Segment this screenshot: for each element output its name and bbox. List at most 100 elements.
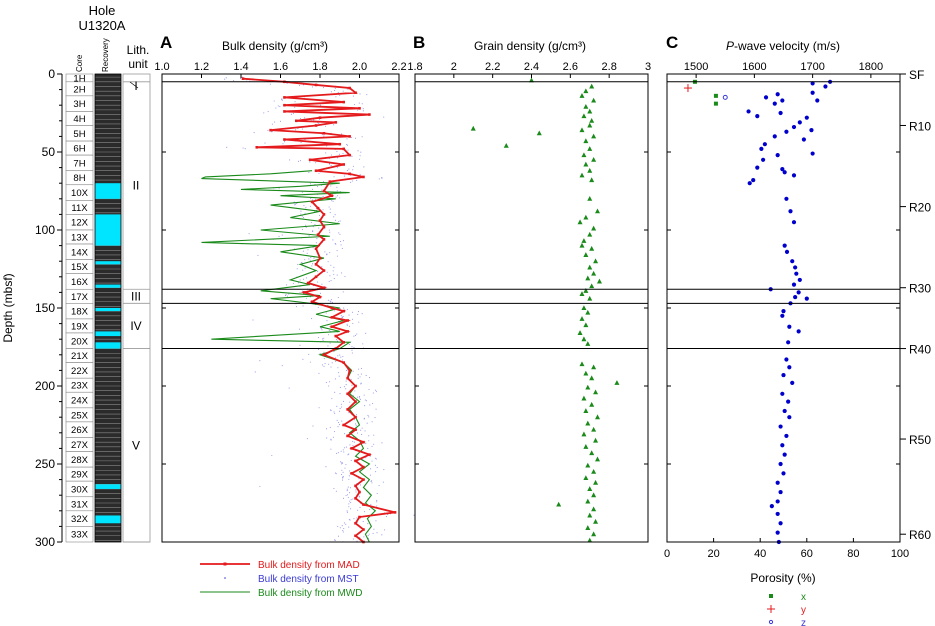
mst-point bbox=[361, 313, 363, 315]
mad-point bbox=[330, 194, 334, 197]
grain-density-point bbox=[593, 389, 599, 395]
mst-point bbox=[337, 426, 339, 428]
mst-point bbox=[381, 534, 383, 536]
mst-point bbox=[318, 407, 320, 409]
mad-point bbox=[358, 490, 361, 494]
mst-point bbox=[288, 293, 290, 295]
mst-point bbox=[305, 297, 307, 299]
grain-density-point bbox=[585, 462, 591, 468]
pwave-point bbox=[778, 521, 783, 526]
mst-point bbox=[274, 121, 276, 123]
core-label: 14X bbox=[71, 247, 89, 258]
depth-tick-label: 200 bbox=[35, 379, 55, 393]
mst-point bbox=[359, 398, 361, 400]
mst-point bbox=[385, 516, 387, 518]
mst-point bbox=[342, 153, 344, 155]
pwave-point bbox=[784, 129, 789, 134]
mst-point bbox=[371, 445, 373, 447]
porosity-tick-label: 0 bbox=[664, 548, 670, 560]
grain-density-point bbox=[593, 258, 599, 264]
mst-point bbox=[348, 506, 350, 508]
core-label: 3H bbox=[73, 99, 85, 110]
core-label: 18X bbox=[71, 307, 89, 318]
mst-point bbox=[302, 269, 304, 271]
core-label: 11X bbox=[71, 203, 88, 214]
pwave-point bbox=[815, 98, 820, 103]
mst-point bbox=[295, 306, 298, 308]
mst-point bbox=[364, 399, 366, 401]
mst-point bbox=[314, 223, 316, 226]
mst-point bbox=[326, 271, 328, 273]
mst-point bbox=[340, 356, 342, 358]
grain-density-point bbox=[587, 122, 593, 128]
mst-point bbox=[294, 204, 296, 206]
mst-point bbox=[330, 165, 332, 167]
legend-label: Bulk density from MST bbox=[258, 574, 359, 585]
pwave-point bbox=[787, 415, 792, 420]
mst-point bbox=[341, 317, 343, 319]
pwave-point bbox=[746, 109, 751, 114]
mst-point bbox=[305, 207, 307, 209]
mad-point bbox=[318, 295, 322, 299]
mst-point bbox=[329, 208, 331, 210]
mst-point bbox=[381, 177, 383, 179]
mst-point bbox=[337, 296, 339, 299]
mst-point bbox=[352, 370, 354, 372]
mad-point bbox=[342, 341, 345, 344]
panel-b-x-tick-label: 2.2 bbox=[485, 61, 500, 73]
mst-point bbox=[347, 149, 349, 151]
mad-point bbox=[322, 213, 326, 216]
mst-point bbox=[338, 232, 340, 234]
legend-mad-marker bbox=[223, 562, 227, 566]
mst-point bbox=[334, 412, 336, 414]
mst-point bbox=[333, 266, 335, 268]
mst-point bbox=[351, 352, 353, 354]
mst-point bbox=[371, 482, 373, 484]
grain-density-point bbox=[579, 127, 585, 133]
mst-point bbox=[367, 523, 369, 525]
mst-point bbox=[337, 535, 340, 537]
grain-density-point bbox=[587, 167, 593, 173]
pwave-point bbox=[761, 157, 766, 162]
mad-point bbox=[354, 521, 357, 525]
mst-point bbox=[376, 501, 378, 503]
mst-point bbox=[355, 489, 357, 491]
mst-point bbox=[376, 492, 378, 494]
mst-point bbox=[346, 138, 348, 140]
mad-point bbox=[342, 309, 345, 313]
mad-point bbox=[346, 319, 349, 322]
grain-density-point bbox=[583, 288, 589, 293]
mst-point bbox=[339, 233, 341, 235]
pwave-point bbox=[794, 271, 799, 276]
panel-b-x-tick-label: 3 bbox=[645, 61, 651, 73]
mst-point bbox=[318, 122, 320, 125]
mst-point bbox=[346, 323, 348, 325]
mad-point bbox=[346, 376, 349, 380]
grain-density-point bbox=[596, 278, 602, 284]
pwave-point bbox=[791, 173, 797, 178]
mst-point bbox=[329, 252, 331, 254]
mst-point bbox=[339, 197, 341, 199]
mst-point bbox=[372, 532, 374, 534]
mst-point bbox=[358, 368, 360, 370]
panel-c-x-tick-label: 1600 bbox=[742, 61, 766, 73]
mst-point bbox=[352, 322, 354, 325]
mst-point bbox=[351, 318, 354, 320]
mst-point bbox=[312, 231, 314, 233]
mst-point bbox=[353, 441, 355, 443]
grain-density-point bbox=[529, 77, 534, 83]
recovery-gap bbox=[95, 284, 121, 288]
pwave-point bbox=[823, 84, 828, 89]
grain-density-point bbox=[589, 177, 595, 183]
pwave-point bbox=[747, 181, 752, 186]
porosity-marker-z bbox=[722, 94, 728, 100]
mst-point bbox=[315, 242, 317, 244]
pwave-point bbox=[762, 142, 767, 147]
mad-point bbox=[354, 384, 357, 388]
mst-point bbox=[318, 214, 321, 216]
core-label: 33X bbox=[71, 530, 89, 541]
mst-point bbox=[349, 487, 352, 489]
mst-point bbox=[342, 291, 344, 293]
mst-point bbox=[225, 77, 227, 79]
mst-point bbox=[305, 226, 307, 228]
